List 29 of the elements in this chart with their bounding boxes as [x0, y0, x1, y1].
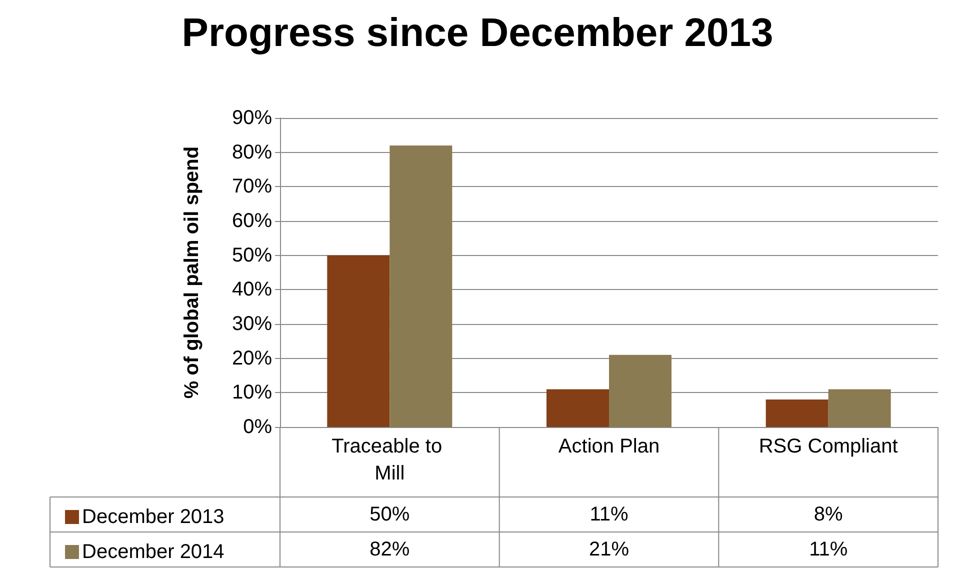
data-label: 8% [814, 504, 844, 526]
y-axis-title: % of global palm oil spend [181, 146, 203, 399]
y-tick-label: 10% [232, 382, 272, 404]
y-tick-label: 60% [232, 210, 272, 232]
bar [828, 389, 891, 427]
x-tick-label: Action Plan [558, 436, 660, 458]
y-tick-label: 0% [243, 416, 272, 438]
legend-label: December 2014 [82, 541, 224, 563]
y-tick-label: 40% [232, 278, 272, 301]
chart-title: Progress since December 2013 [182, 11, 774, 55]
y-tick-label: 50% [232, 244, 272, 266]
data-label: 11% [590, 504, 628, 526]
legend-label: December 2013 [82, 506, 224, 528]
y-tick-label: 90% [232, 107, 272, 129]
data-label: 82% [370, 538, 410, 560]
data-label: 21% [588, 538, 630, 560]
y-tick-label: 70% [232, 176, 272, 198]
data-label: 11% [809, 538, 848, 560]
bar [546, 389, 609, 427]
bar [327, 255, 390, 427]
x-tick-label: Traceable to Mill [332, 436, 448, 484]
bar [390, 145, 452, 427]
bar [766, 400, 828, 427]
y-tick-label: 20% [232, 347, 272, 370]
x-tick-label: RSG Compliant [758, 436, 898, 458]
y-tick-label: 80% [232, 141, 272, 164]
data-label: 50% [370, 504, 410, 526]
y-tick-label: 30% [232, 313, 272, 335]
bar [609, 354, 672, 427]
